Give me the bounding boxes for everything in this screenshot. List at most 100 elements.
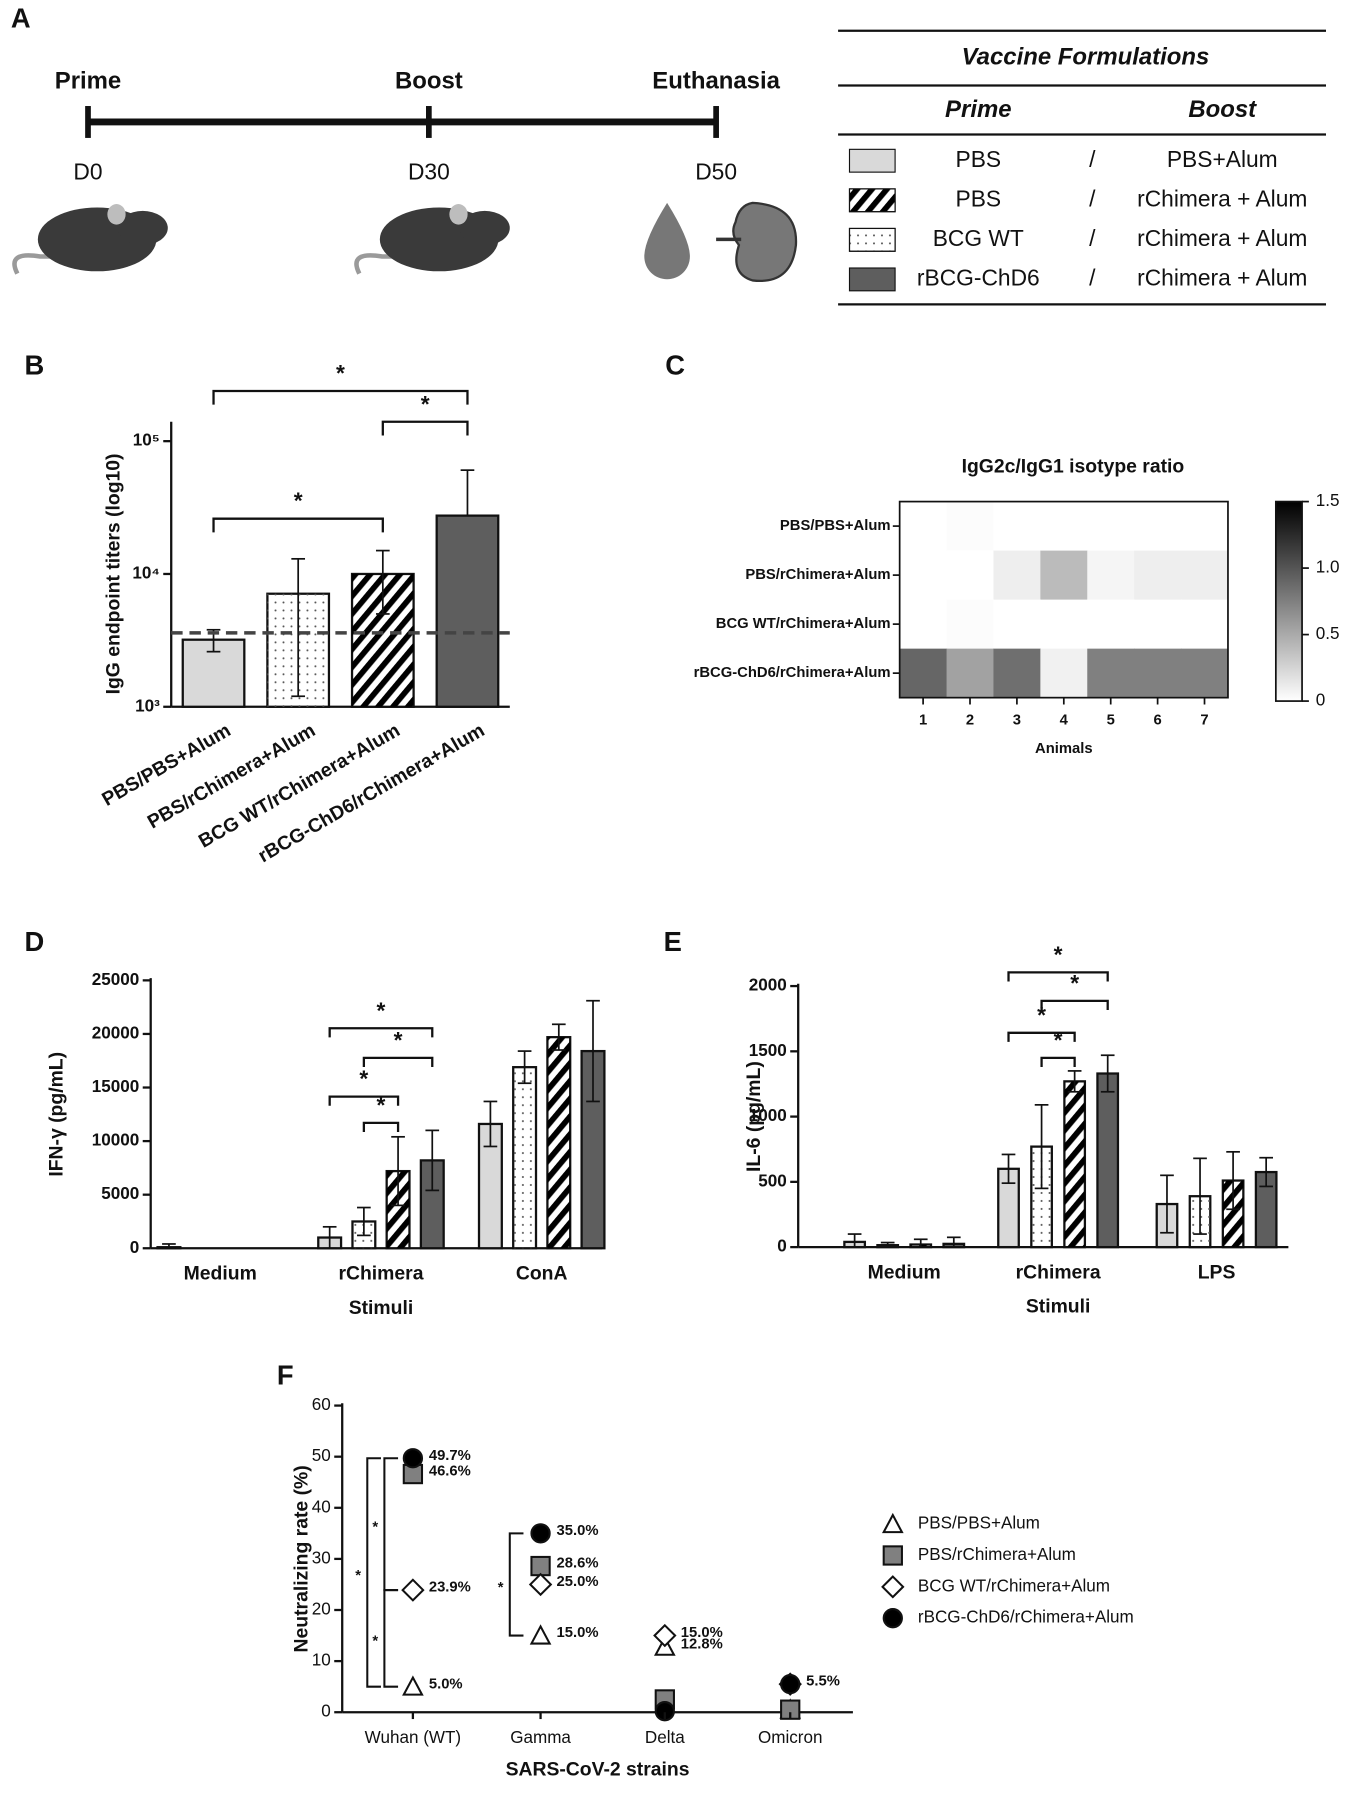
heatmap-cell bbox=[1134, 550, 1182, 601]
y-axis-label: IgG endpoint titers (log10) bbox=[102, 454, 124, 695]
significance-bracket bbox=[1040, 999, 1109, 1011]
data-label: 23.9% bbox=[429, 1580, 471, 1596]
colorbar-tick-label: 1.5 bbox=[1316, 491, 1340, 510]
significance-bracket bbox=[362, 1121, 400, 1132]
spleen-icon bbox=[732, 201, 798, 283]
significance-label: * bbox=[359, 1066, 368, 1092]
heatmap-cell bbox=[1134, 501, 1182, 552]
mouse-ear bbox=[107, 204, 126, 225]
bar bbox=[435, 514, 500, 708]
row-label: rBCG-ChD6/rChimera+Alum bbox=[694, 665, 891, 681]
significance-bracket bbox=[366, 1457, 381, 1688]
significance-bracket bbox=[508, 1532, 524, 1637]
heatmap-cell bbox=[1181, 501, 1229, 552]
chart-title: IgG2c/IgG1 isotype ratio bbox=[962, 455, 1185, 477]
table-cell: PBS+Alum bbox=[1167, 146, 1278, 172]
data-point bbox=[528, 1572, 553, 1597]
legend-marker bbox=[881, 1512, 904, 1534]
mouse-ear bbox=[449, 204, 468, 225]
heatmap-cell bbox=[946, 648, 995, 699]
heatmap-cell bbox=[946, 501, 995, 552]
x-tick-label: Wuhan (WT) bbox=[365, 1728, 461, 1747]
heatmap-cell bbox=[946, 599, 995, 650]
significance-bracket bbox=[212, 517, 384, 533]
heatmap-cell bbox=[1087, 550, 1135, 601]
table-header: Boost bbox=[1188, 96, 1257, 123]
y-tick-label: 60 bbox=[312, 1395, 331, 1414]
x-tick-label: rChimera bbox=[338, 1263, 423, 1285]
significance-label: * bbox=[355, 1568, 361, 1584]
x-tick-label: 4 bbox=[1060, 712, 1069, 728]
heatmap-cell bbox=[899, 648, 948, 699]
x-axis-label: SARS-CoV-2 strains bbox=[506, 1758, 690, 1780]
data-label: 12.8% bbox=[681, 1636, 723, 1652]
panel-label: E bbox=[664, 926, 682, 957]
row-label: BCG WT/rChimera+Alum bbox=[716, 616, 891, 632]
heatmap-cell bbox=[899, 599, 948, 650]
table-cell: / bbox=[1089, 225, 1096, 251]
legend-marker bbox=[882, 1608, 903, 1629]
legend-label: BCG WT/rChimera+Alum bbox=[918, 1576, 1110, 1595]
table-cell: rChimera + Alum bbox=[1137, 225, 1307, 251]
table-header: Prime bbox=[945, 96, 1011, 123]
timeline bbox=[85, 106, 719, 138]
y-tick-label: 1000 bbox=[749, 1106, 787, 1125]
table-cell: PBS bbox=[956, 185, 1002, 211]
heatmap-cell bbox=[1087, 648, 1135, 699]
x-tick-label: Medium bbox=[184, 1263, 257, 1285]
bar-pattern bbox=[1222, 1180, 1244, 1248]
timeline-day: D0 bbox=[73, 158, 102, 184]
significance-label: * bbox=[1070, 970, 1079, 996]
timeline-event: Boost bbox=[395, 67, 463, 94]
significance-bracket bbox=[328, 1027, 434, 1038]
heatmap-cell bbox=[946, 550, 995, 601]
legend-label: PBS/rChimera+Alum bbox=[918, 1545, 1076, 1564]
x-axis-label: Stimuli bbox=[1026, 1296, 1091, 1318]
y-tick-label: 500 bbox=[758, 1171, 787, 1190]
significance-label: * bbox=[1054, 941, 1063, 967]
heatmap-cell bbox=[993, 599, 1041, 650]
significance-bracket bbox=[362, 1056, 434, 1068]
timeline-day: D30 bbox=[408, 158, 450, 184]
significance-label: * bbox=[294, 488, 303, 514]
y-tick-label: 10 bbox=[312, 1651, 331, 1670]
y-tick-label: 5000 bbox=[101, 1184, 139, 1203]
y-tick-label: 50 bbox=[312, 1446, 331, 1465]
data-label: 46.6% bbox=[429, 1464, 471, 1480]
significance-bracket bbox=[381, 420, 469, 436]
y-tick-label: 0 bbox=[321, 1702, 331, 1721]
mouse-icon bbox=[354, 204, 510, 275]
panel-label: C bbox=[665, 349, 685, 380]
x-tick-label: 6 bbox=[1153, 712, 1161, 728]
table-swatch bbox=[848, 267, 896, 292]
table-swatch bbox=[848, 148, 896, 173]
x-tick-label: 7 bbox=[1200, 712, 1208, 728]
significance-label: * bbox=[421, 391, 430, 417]
bar-pattern bbox=[1031, 1146, 1052, 1248]
x-tick-label: 3 bbox=[1013, 712, 1021, 728]
data-point bbox=[530, 1523, 551, 1544]
x-tick-label: 5 bbox=[1107, 712, 1115, 728]
y-tick-label: 10⁴ bbox=[132, 563, 159, 582]
heatmap-cell bbox=[1181, 648, 1229, 699]
data-point bbox=[402, 1675, 424, 1696]
data-point bbox=[402, 1448, 424, 1469]
table-swatch-pattern bbox=[848, 188, 896, 213]
y-tick-label: 0 bbox=[777, 1237, 787, 1256]
y-tick-label: 2000 bbox=[749, 976, 787, 995]
heatmap-cell bbox=[1040, 599, 1088, 650]
significance-label: * bbox=[498, 1580, 504, 1596]
y-tick-label: 0 bbox=[130, 1238, 140, 1257]
heatmap-cell bbox=[1040, 648, 1088, 699]
heatmap-cell bbox=[1181, 550, 1229, 601]
y-tick-label: 20000 bbox=[92, 1023, 140, 1042]
significance-bracket bbox=[383, 1457, 399, 1592]
heatmap-cell bbox=[993, 648, 1041, 699]
table-title: Vaccine Formulations bbox=[962, 43, 1210, 70]
heatmap-cell bbox=[899, 501, 948, 552]
significance-bracket bbox=[212, 389, 469, 405]
y-tick-label: 25000 bbox=[92, 970, 140, 989]
table-cell: BCG WT bbox=[933, 225, 1024, 251]
y-tick-label: 10000 bbox=[92, 1131, 140, 1150]
